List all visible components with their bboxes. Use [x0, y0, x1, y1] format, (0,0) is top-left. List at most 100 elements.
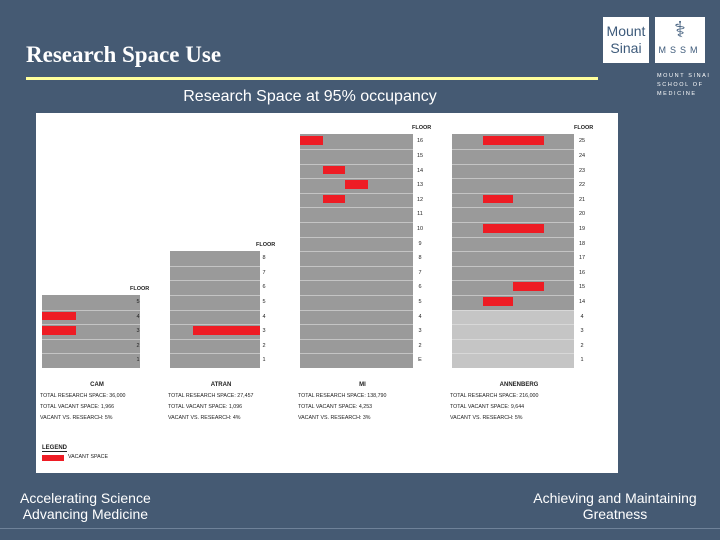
annenberg-floor-divider — [452, 236, 574, 238]
atran-floor-label: 1 — [262, 357, 266, 364]
slide-subtitle: Research Space at 95% occupancy — [183, 88, 437, 105]
annenberg-vacant-mark — [482, 194, 513, 204]
mi-floor-divider — [300, 338, 413, 340]
annenberg-floor-divider — [452, 309, 574, 311]
annenberg-floor-label: 21 — [578, 196, 586, 203]
annenberg-lower-block — [452, 309, 574, 368]
cam-floor-label: 5 — [136, 299, 140, 305]
atran-floor-divider — [170, 265, 260, 267]
caduceus-emblem-icon: ⚕ MSSM — [655, 17, 705, 63]
mi-vacant-mark — [300, 136, 323, 145]
cam-building-name: CAM — [90, 382, 104, 388]
annenberg-floor-label: 15 — [578, 284, 586, 291]
atran-floor-label: 5 — [262, 299, 266, 305]
annenberg-floor-divider — [452, 353, 574, 355]
footer-left-line-1: Accelerating Science — [20, 490, 151, 506]
cam-floor-divider — [42, 324, 140, 326]
mi-floor-divider — [300, 207, 413, 209]
annenberg-vacant-mark — [482, 136, 544, 145]
cam-floor-label: 4 — [136, 313, 140, 320]
annenberg-floor-label: 4 — [580, 313, 584, 320]
atran-floor-divider — [170, 338, 260, 340]
atran-stat: TOTAL RESEARCH SPACE: 27,457 — [168, 393, 254, 399]
annenberg-floor-label: 22 — [578, 182, 586, 189]
legend-vacant-swatch — [42, 455, 64, 461]
atran-floor-header: FLOOR — [256, 242, 276, 249]
mi-floor-label: 2 — [418, 342, 422, 349]
annenberg-floor-label: 20 — [578, 211, 586, 218]
mi-floor-label: 7 — [418, 269, 422, 276]
mi-vacant-mark — [322, 194, 346, 204]
mi-floor-label: 16 — [416, 138, 424, 145]
annenberg-floor-divider — [452, 178, 574, 180]
mi-floor-label: 6 — [418, 284, 422, 291]
atran-floor-divider — [170, 309, 260, 311]
mi-floor-label: 4 — [418, 313, 422, 320]
school-line-1: MOUNT SINAI — [657, 73, 711, 79]
occupancy-chart: LEGEND VACANT SPACE FLOOR 5 4 3 2 1 CAM TOTAL R… — [36, 113, 618, 473]
cam-floor-divider — [42, 338, 140, 340]
mi-floor-divider — [300, 324, 413, 326]
mi-floor-divider — [300, 309, 413, 311]
mi-floor-divider — [300, 149, 413, 150]
atran-building-stack — [170, 251, 260, 368]
annenberg-floor-label: 14 — [578, 299, 586, 305]
mi-building-name: MI — [359, 382, 366, 388]
mi-stat: TOTAL VACANT SPACE: 4,253 — [298, 404, 373, 410]
annenberg-floor-divider — [452, 338, 574, 340]
mi-floor-divider — [300, 163, 413, 165]
school-line-2: SCHOOL OF — [657, 82, 704, 88]
annenberg-floor-label: 1 — [580, 357, 584, 364]
mi-floor-label: 9 — [418, 240, 422, 247]
footer-left: Accelerating Science Advancing Medicine — [20, 490, 151, 522]
atran-floor-label: 4 — [262, 313, 266, 320]
atran-floor-label: 8 — [262, 255, 266, 262]
mount-sinai-logo: Mount Sinai — [603, 17, 649, 63]
mi-floor-label: E — [418, 357, 422, 364]
slide-title: Research Space Use — [26, 42, 222, 67]
atran-stat: TOTAL VACANT SPACE: 1,096 — [168, 404, 243, 410]
annenberg-floor-divider — [452, 280, 574, 282]
annenberg-vacant-mark — [513, 282, 544, 291]
annenberg-floor-label: 23 — [578, 167, 586, 174]
annenberg-floor-label: 18 — [578, 240, 586, 247]
atran-stat: VACANT VS. RESEARCH: 4% — [168, 415, 241, 421]
footer-left-line-2: Advancing Medicine — [22, 506, 149, 522]
atran-floor-label: 6 — [262, 284, 266, 291]
mi-floor-divider — [300, 178, 413, 180]
atran-building-name: ATRAN — [210, 382, 232, 388]
annenberg-building-name: ANNENBERG — [499, 382, 539, 388]
emblem-letters: MSSM — [658, 45, 702, 55]
atran-floor-divider — [170, 353, 260, 355]
annenberg-building-stack — [452, 134, 574, 310]
annenberg-floor-divider — [452, 192, 574, 194]
cam-stat: VACANT VS. RESEARCH: 5% — [40, 415, 113, 421]
annenberg-vacant-mark — [513, 224, 544, 233]
mi-floor-label: 5 — [418, 299, 422, 305]
mi-floor-label: 14 — [416, 167, 424, 174]
atran-vacant-mark — [192, 326, 260, 335]
legend-title: LEGEND — [42, 445, 68, 452]
cam-stat: TOTAL VACANT SPACE: 1,966 — [40, 404, 115, 410]
mi-floor-divider — [300, 236, 413, 238]
mi-floor-divider — [300, 265, 413, 267]
mi-floor-label: 15 — [416, 153, 424, 159]
annenberg-stat: TOTAL VACANT SPACE: 9,644 — [450, 404, 525, 410]
annenberg-floor-divider — [452, 207, 574, 209]
mi-vacant-mark — [322, 165, 346, 175]
atran-floor-label: 7 — [262, 269, 266, 276]
annenberg-floor-divider — [452, 149, 574, 150]
annenberg-floor-divider — [452, 163, 574, 165]
atran-floor-label: 2 — [262, 342, 266, 349]
school-name: MOUNT SINAI SCHOOL OF MEDICINE — [657, 72, 711, 99]
annenberg-stat: VACANT VS. RESEARCH: 5% — [450, 415, 523, 421]
logo-line-1: Mount — [606, 23, 646, 39]
cam-vacant-mark — [42, 326, 77, 335]
logo-line-2: Sinai — [610, 40, 642, 56]
annenberg-stat: TOTAL RESEARCH SPACE: 216,000 — [450, 393, 539, 399]
caduceus-icon: ⚕ — [674, 17, 686, 42]
annenberg-floor-divider — [452, 265, 574, 267]
atran-floor-divider — [170, 280, 260, 282]
annenberg-floor-label: 3 — [580, 328, 584, 335]
mi-floor-label: 13 — [416, 182, 424, 189]
